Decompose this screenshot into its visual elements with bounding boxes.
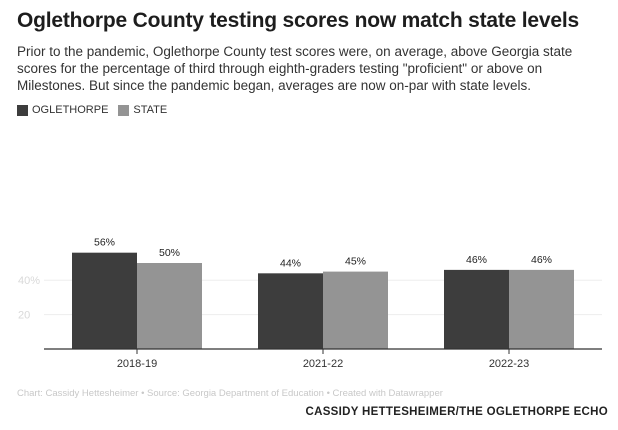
y-tick-label: 40% — [18, 275, 40, 287]
photo-byline: CASSIDY HETTESHEIMER/THE OGLETHORPE ECHO — [305, 406, 608, 418]
x-tick-label: 2018-19 — [117, 358, 157, 370]
legend-swatch-state — [118, 104, 130, 116]
bar-state — [509, 269, 574, 349]
legend-item-state: STATE — [118, 104, 167, 116]
legend-label-oglethorpe: OGLETHORPE — [32, 104, 109, 116]
x-tick-label: 2022-23 — [489, 358, 529, 370]
chart-credit: Chart: Cassidy Hettesheimer • Source: Ge… — [17, 388, 443, 399]
data-label: 46% — [466, 254, 487, 266]
y-tick-label: 20 — [18, 310, 30, 322]
bar-state — [323, 271, 388, 349]
data-label: 50% — [159, 247, 180, 259]
data-label: 46% — [531, 254, 552, 266]
bar-oglethorpe — [444, 269, 509, 349]
chart-title: Oglethorpe County testing scores now mat… — [17, 9, 579, 32]
data-label: 56% — [94, 237, 115, 249]
bar-oglethorpe — [258, 273, 323, 349]
x-tick-label: 2021-22 — [303, 358, 343, 370]
legend-swatch-oglethorpe — [17, 104, 28, 116]
bar-state — [137, 263, 202, 349]
data-label: 44% — [280, 257, 301, 269]
bar-oglethorpe — [72, 252, 137, 349]
legend: OGLETHORPE STATE — [17, 104, 167, 116]
chart-subtitle: Prior to the pandemic, Oglethorpe County… — [17, 44, 573, 93]
legend-label-state: STATE — [133, 104, 168, 116]
bar-chart: 20 40% 56% 50% 2018-19 44% 45% 2021-22 46% 46% 202… — [18, 237, 602, 370]
data-label: 45% — [345, 256, 366, 268]
legend-item-oglethorpe: OGLETHORPE — [17, 104, 108, 116]
